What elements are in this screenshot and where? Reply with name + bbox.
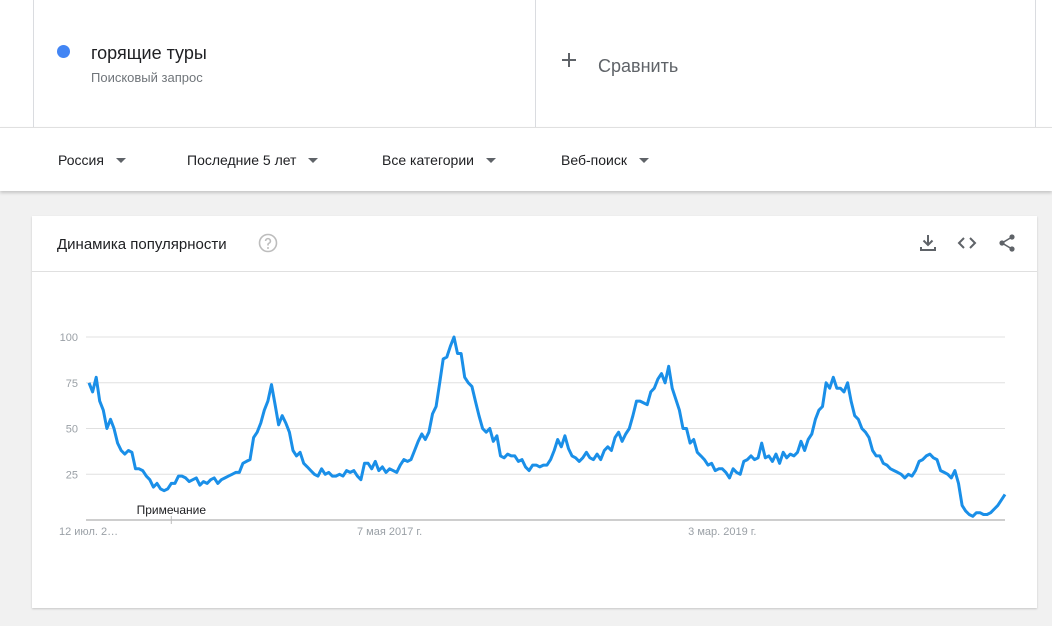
caret-down-icon	[485, 157, 496, 163]
filter-label: Россия	[58, 152, 104, 168]
filter-bar: Россия Последние 5 лет Все категории Веб…	[0, 127, 1052, 191]
divider	[535, 0, 536, 127]
compare-label: Сравнить	[598, 56, 679, 76]
filter-region-dropdown[interactable]: Россия	[58, 152, 126, 168]
filter-label: Веб-поиск	[561, 152, 627, 168]
filter-label: Все категории	[382, 152, 474, 168]
search-term-card[interactable]: горящие туры Поисковый запрос	[33, 0, 535, 127]
card-title: Динамика популярности	[57, 236, 227, 253]
search-term-name[interactable]: горящие туры	[91, 43, 207, 63]
annotation-label[interactable]: Примечание	[137, 503, 207, 517]
y-tick-label: 25	[66, 469, 78, 481]
filter-search-type-dropdown[interactable]: Веб-поиск	[561, 152, 649, 168]
caret-down-icon	[115, 157, 126, 163]
compare-button[interactable]: Сравнить	[535, 0, 1035, 127]
interest-over-time-card: Динамика популярности 25 50 75 100 12 июл. …	[32, 216, 1037, 608]
interest-line-chart: 25 50 75 100 12 июл. 2… 7 мая 2017 г. 3 мар. …	[59, 332, 1007, 538]
y-tick-label: 75	[66, 378, 78, 390]
filter-label: Последние 5 лет	[187, 152, 297, 168]
series-line	[87, 335, 1007, 518]
y-tick-label: 50	[66, 424, 78, 436]
divider	[33, 0, 34, 127]
filter-category-dropdown[interactable]: Все категории	[382, 152, 496, 168]
card-divider	[32, 271, 1037, 272]
search-term-bar: горящие туры Поисковый запрос Сравнить	[0, 0, 1052, 127]
share-icon[interactable]	[997, 233, 1017, 253]
x-tick-label: 3 мар. 2019 г.	[688, 526, 756, 538]
divider	[1035, 0, 1036, 127]
term-color-dot	[57, 45, 70, 58]
y-tick-label: 100	[60, 332, 78, 344]
x-tick-label: 12 июл. 2…	[59, 526, 118, 538]
download-icon[interactable]	[918, 233, 938, 253]
plus-icon	[562, 53, 576, 67]
help-icon[interactable]	[258, 233, 278, 253]
x-tick-label: 7 мая 2017 г.	[357, 526, 422, 538]
embed-icon[interactable]	[957, 233, 977, 253]
filter-time-dropdown[interactable]: Последние 5 лет	[187, 152, 319, 168]
search-term-type: Поисковый запрос	[91, 70, 203, 85]
caret-down-icon	[638, 157, 649, 163]
caret-down-icon	[308, 157, 319, 163]
